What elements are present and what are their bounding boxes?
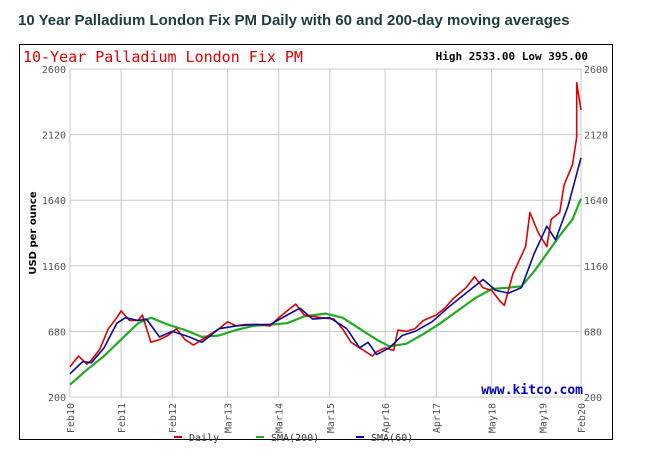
x-tick-label: May19 bbox=[539, 403, 550, 433]
x-tick-label: Apr17 bbox=[432, 403, 443, 433]
y-tick-label-right: 1640 bbox=[584, 196, 608, 207]
series-line-daily bbox=[69, 81, 582, 368]
y-tick-label-left: 2600 bbox=[42, 65, 66, 76]
y-tick-label-right: 680 bbox=[584, 327, 602, 338]
x-tick-label: Feb12 bbox=[168, 403, 179, 433]
y-tick-label-left: 2120 bbox=[42, 131, 66, 142]
y-tick-label-left: 1160 bbox=[42, 262, 66, 273]
x-tick-label: May18 bbox=[488, 403, 499, 433]
x-tick-label: Mar15 bbox=[326, 403, 337, 433]
x-tick-label: Feb10 bbox=[66, 403, 77, 433]
page-title: 10 Year Palladium London Fix PM Daily wi… bbox=[18, 12, 570, 29]
x-tick-label: Mar13 bbox=[224, 403, 235, 433]
y-tick-label-left: 200 bbox=[48, 393, 66, 404]
y-tick-label-right: 200 bbox=[584, 393, 602, 404]
y-tick-label-left: 1640 bbox=[42, 196, 66, 207]
legend-label: SMA(60) bbox=[371, 433, 413, 444]
y-tick-label-right: 2600 bbox=[584, 65, 608, 76]
y-tick-label-right: 2120 bbox=[584, 131, 608, 142]
x-tick-label: Apr16 bbox=[381, 403, 392, 433]
series-line-sma200 bbox=[69, 198, 583, 386]
y-axis-label: USD per ounce bbox=[28, 191, 39, 274]
x-tick-label: Feb11 bbox=[117, 403, 128, 433]
x-tick-label: Feb20 bbox=[577, 403, 588, 433]
series-line-sma60 bbox=[69, 157, 582, 375]
legend-label: SMA(200) bbox=[271, 433, 319, 444]
chart-stats: High 2533.00 Low 395.00 bbox=[436, 50, 588, 63]
watermark: www.kitco.com bbox=[481, 383, 583, 398]
chart-title: 10-Year Palladium London Fix PM bbox=[23, 48, 303, 66]
y-tick-label-right: 1160 bbox=[584, 262, 608, 273]
y-tick-label-left: 680 bbox=[48, 327, 66, 338]
chart-frame bbox=[19, 44, 613, 440]
x-tick-label: Mar14 bbox=[275, 403, 286, 433]
legend-label: Daily bbox=[189, 433, 219, 444]
